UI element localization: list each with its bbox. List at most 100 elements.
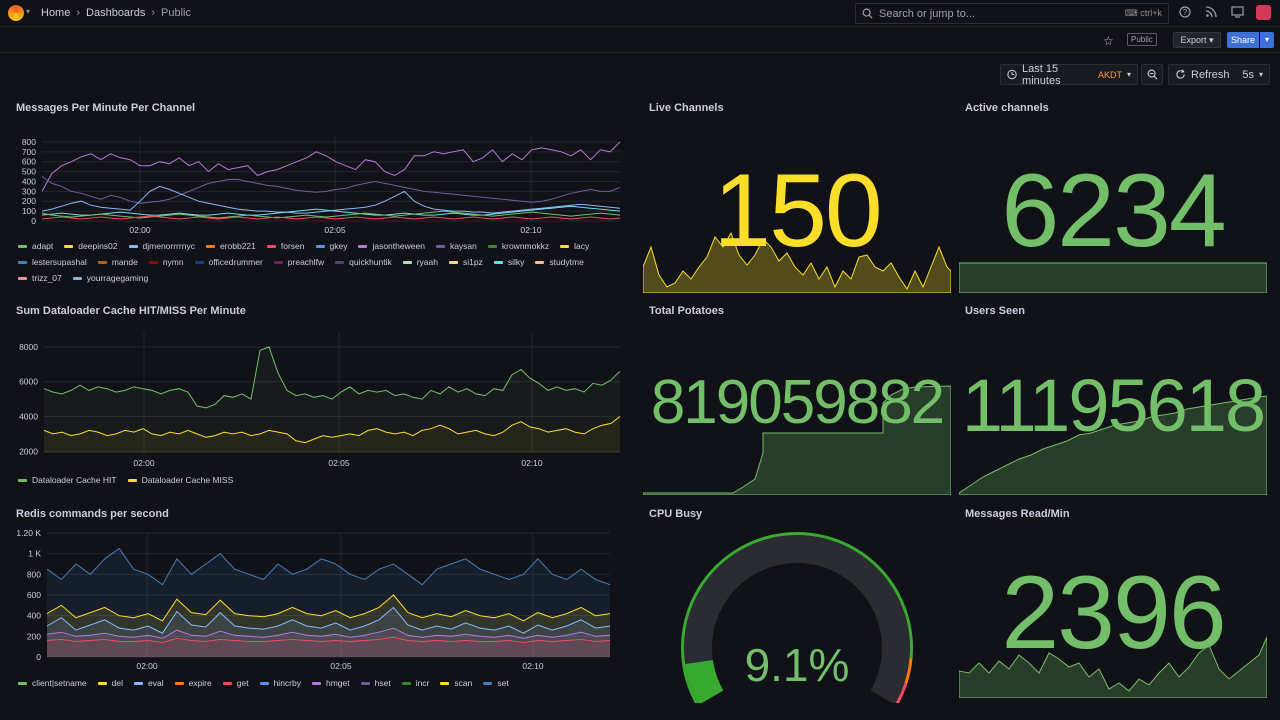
legend-item[interactable]: trizz_07 bbox=[18, 272, 62, 284]
export-button[interactable]: Export ▾ bbox=[1173, 32, 1221, 48]
zoom-out-button[interactable] bbox=[1141, 64, 1163, 85]
panel-title: Messages Per Minute Per Channel bbox=[16, 102, 196, 114]
share-button[interactable]: Share bbox=[1227, 32, 1259, 48]
legend-item[interactable]: adapt bbox=[18, 240, 53, 252]
legend-item[interactable]: ryaah bbox=[402, 256, 438, 268]
panel-title: Active channels bbox=[965, 102, 1049, 114]
series-area bbox=[47, 548, 610, 657]
legend-item[interactable]: get bbox=[222, 677, 249, 689]
legend-item[interactable]: scan bbox=[440, 677, 472, 689]
panel-redis-commands: Redis commands per second 0 200 400 600 800 1… bbox=[0, 498, 640, 703]
y-tick-label: 400 bbox=[22, 176, 36, 186]
y-tick-label: 1 K bbox=[28, 549, 41, 559]
legend-item[interactable]: officedrummer bbox=[194, 256, 263, 268]
panel-total-potatoes: Total Potatoes 819059882 bbox=[643, 295, 951, 495]
legend-item[interactable]: yourragegaming bbox=[72, 272, 148, 284]
series-line bbox=[43, 416, 621, 444]
y-tick-label: 600 bbox=[22, 157, 36, 167]
legend: client|setname del eval expire get hincrby hmg… bbox=[18, 677, 638, 689]
zoom-out-icon bbox=[1147, 69, 1157, 80]
news-icon[interactable] bbox=[1204, 6, 1218, 20]
legend-label: trizz_07 bbox=[32, 273, 62, 283]
legend-item[interactable]: lacy bbox=[560, 240, 589, 252]
legend-item[interactable]: eval bbox=[134, 677, 164, 689]
y-tick-label: 100 bbox=[22, 206, 36, 216]
legend-swatch bbox=[448, 260, 458, 264]
gauge-value: 9.1% bbox=[744, 639, 850, 691]
legend-item[interactable]: krownmokkz bbox=[487, 240, 549, 252]
kiosk-icon[interactable] bbox=[1230, 6, 1244, 20]
legend-item[interactable]: nymn bbox=[148, 256, 184, 268]
y-tick-label: 500 bbox=[22, 167, 36, 177]
series-line bbox=[46, 547, 611, 586]
refresh-icon bbox=[1176, 69, 1185, 79]
legend-label: deepins02 bbox=[78, 241, 118, 251]
x-tick-label: 02:05 bbox=[328, 458, 350, 468]
grafana-logo[interactable] bbox=[8, 5, 24, 21]
time-range-picker[interactable]: Last 15 minutes AKDT ▾ bbox=[1000, 63, 1138, 87]
legend-swatch bbox=[311, 681, 321, 685]
legend-label: lestersupashal bbox=[32, 257, 87, 267]
legend-item[interactable]: erobb221 bbox=[205, 240, 256, 252]
legend-item[interactable]: quickhuntik bbox=[335, 256, 392, 268]
chevron-down-icon[interactable]: ▾ bbox=[26, 7, 31, 16]
share-menu-button[interactable]: ▾ bbox=[1260, 32, 1274, 48]
y-tick-label: 200 bbox=[27, 631, 41, 641]
legend-item[interactable]: set bbox=[483, 677, 509, 689]
help-icon[interactable]: ? bbox=[1178, 6, 1192, 20]
legend-item[interactable]: preachlfw bbox=[273, 256, 324, 268]
legend-item[interactable]: hset bbox=[360, 677, 391, 689]
avatar[interactable] bbox=[1256, 5, 1271, 20]
legend-swatch bbox=[222, 681, 232, 685]
legend-swatch bbox=[273, 260, 283, 264]
legend-item[interactable]: forsen bbox=[266, 240, 305, 252]
legend-item[interactable]: djmenorrrrnyc bbox=[128, 240, 195, 252]
legend-item[interactable]: kaysan bbox=[435, 240, 477, 252]
x-tick-label: 02:05 bbox=[324, 225, 346, 235]
legend-item[interactable]: hmget bbox=[311, 677, 350, 689]
legend-item[interactable]: deepins02 bbox=[64, 240, 118, 252]
search-input[interactable]: Search or jump to... ⌨ ctrl+k bbox=[855, 3, 1169, 24]
legend-label: hmget bbox=[325, 678, 350, 688]
gauge-threshold-red bbox=[894, 682, 908, 703]
y-tick-label: 700 bbox=[22, 147, 36, 157]
y-tick-label: 0 bbox=[36, 652, 41, 662]
breadcrumb-current: Public bbox=[161, 7, 191, 19]
legend-item[interactable]: silky bbox=[493, 256, 524, 268]
legend-swatch bbox=[360, 681, 370, 685]
series-area bbox=[47, 628, 610, 657]
legend-item[interactable]: expire bbox=[174, 677, 212, 689]
legend-item[interactable]: hincrby bbox=[259, 677, 301, 689]
panel-title: Users Seen bbox=[965, 305, 1025, 317]
x-tick-label: 02:10 bbox=[520, 225, 542, 235]
breadcrumb-home[interactable]: Home bbox=[41, 7, 71, 19]
legend-item[interactable]: lestersupashal bbox=[18, 256, 87, 268]
legend-item[interactable]: jasontheween bbox=[358, 240, 425, 252]
legend-label: get bbox=[236, 678, 249, 688]
refresh-button[interactable]: Refresh 5s ▾ bbox=[1168, 64, 1270, 85]
refresh-interval[interactable]: 5s bbox=[1242, 68, 1254, 81]
x-tick-label: 02:10 bbox=[522, 661, 544, 671]
public-badge: Public bbox=[1127, 33, 1157, 46]
legend-item[interactable]: gkey bbox=[315, 240, 347, 252]
y-tick-label: 6000 bbox=[19, 377, 38, 387]
legend-item[interactable]: client|setname bbox=[18, 677, 87, 689]
legend-swatch bbox=[401, 681, 411, 685]
star-icon[interactable]: ☆ bbox=[1103, 34, 1114, 48]
legend-item[interactable]: mande bbox=[97, 256, 138, 268]
legend-item[interactable]: Dataloader Cache MISS bbox=[127, 474, 233, 486]
breadcrumb-dashboards[interactable]: Dashboards bbox=[86, 7, 146, 19]
chevron-right-icon: › bbox=[151, 7, 156, 19]
total-potatoes-sparkline bbox=[643, 385, 951, 495]
legend-item[interactable]: Dataloader Cache HIT bbox=[18, 474, 117, 486]
legend-item[interactable]: studytme bbox=[535, 256, 584, 268]
series-line bbox=[41, 205, 621, 216]
series-area bbox=[44, 416, 620, 453]
legend-item[interactable]: del bbox=[97, 677, 123, 689]
legend-item[interactable]: incr bbox=[401, 677, 429, 689]
export-label: Export bbox=[1180, 35, 1207, 45]
y-tick-label: 600 bbox=[27, 590, 41, 600]
legend-swatch bbox=[435, 244, 445, 248]
panel-active-channels: Active channels 6234 bbox=[959, 92, 1267, 293]
legend-item[interactable]: si1pz bbox=[448, 256, 483, 268]
